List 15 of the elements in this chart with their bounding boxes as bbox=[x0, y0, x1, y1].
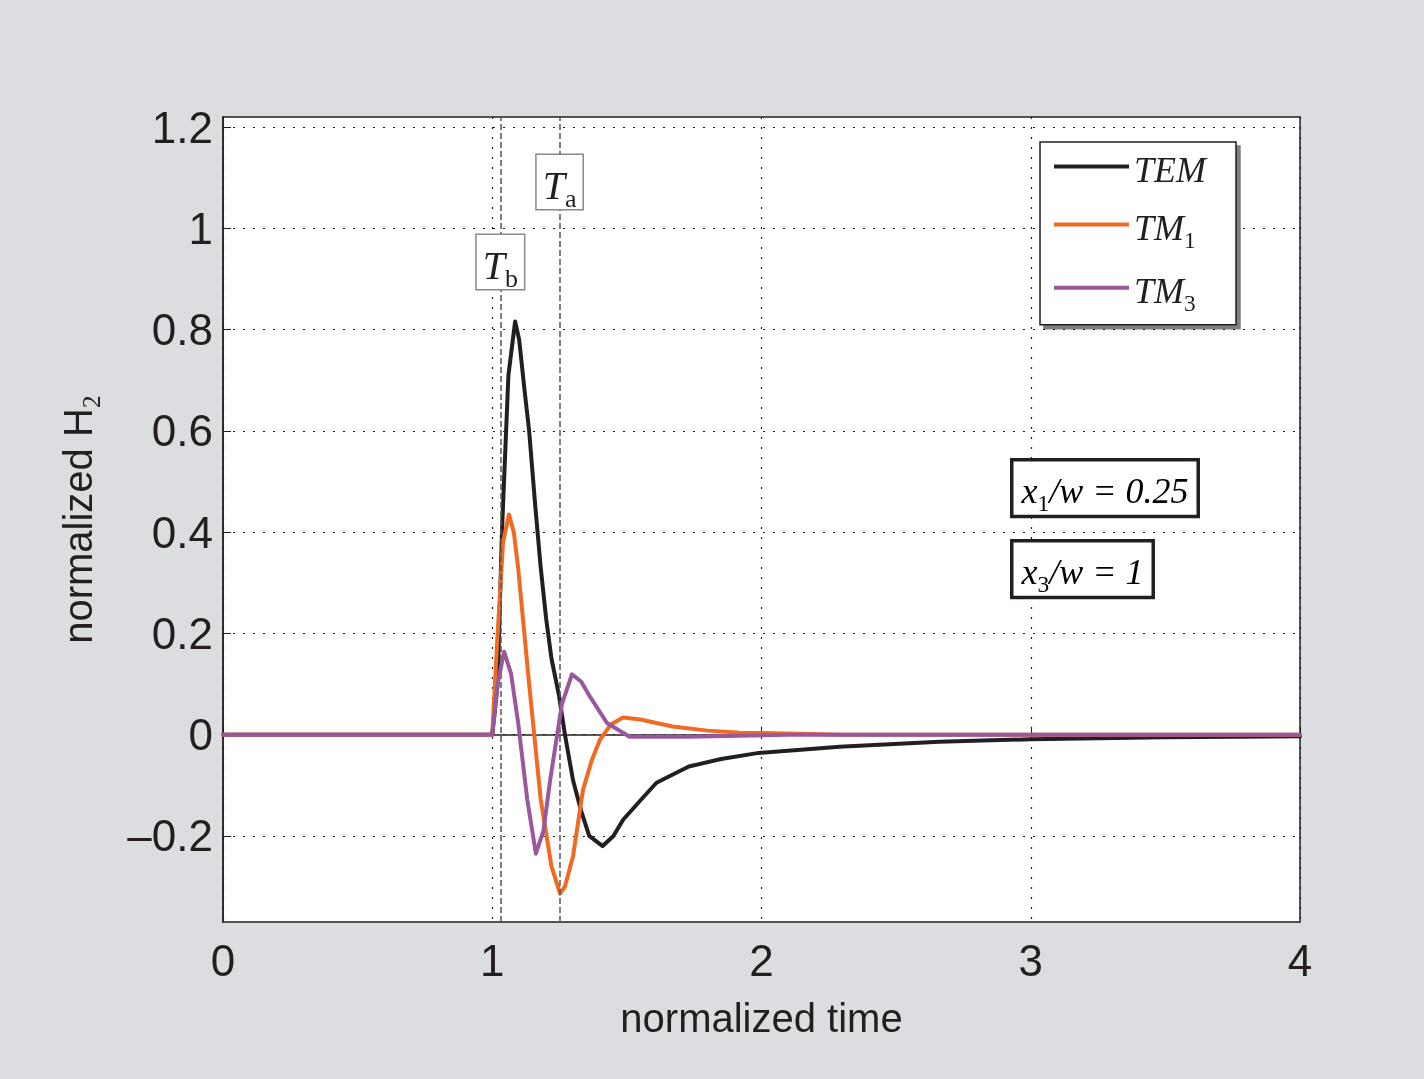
x-tick-label: 2 bbox=[749, 935, 774, 985]
y-tick-label: –0.2 bbox=[127, 811, 213, 861]
y-tick-label: 0.4 bbox=[151, 507, 213, 557]
x-tick-label: 3 bbox=[1018, 935, 1043, 985]
y-axis-title: normalized H2 bbox=[56, 395, 106, 644]
y-tick-label: 0.2 bbox=[151, 608, 213, 658]
y-tick-label: 1 bbox=[188, 203, 213, 253]
y-tick-label: 0.8 bbox=[151, 305, 213, 355]
legend-label: TEM bbox=[1134, 150, 1209, 190]
y-tick-label: 0 bbox=[188, 710, 213, 760]
x-axis-title: normalized time bbox=[620, 996, 903, 1040]
y-tick-label: 0.6 bbox=[151, 406, 213, 456]
x-tick-label: 1 bbox=[480, 935, 505, 985]
x-tick-label: 4 bbox=[1287, 935, 1313, 985]
y-tick-label: 1.2 bbox=[151, 102, 213, 152]
